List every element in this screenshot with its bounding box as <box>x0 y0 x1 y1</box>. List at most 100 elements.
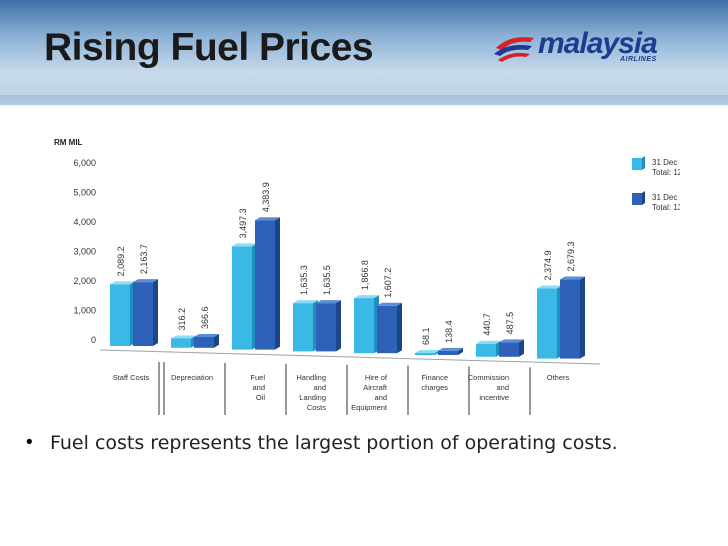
data-label: 366.6 <box>200 306 210 329</box>
y-tick-label: 2,000 <box>73 276 96 286</box>
bar-top <box>316 300 341 304</box>
bar <box>354 298 374 354</box>
data-label: 1,635.3 <box>299 265 309 295</box>
bar-side <box>580 276 585 359</box>
bar-top <box>171 335 196 339</box>
x-tick-label: Commission <box>468 373 509 382</box>
x-tick-label: Finance <box>421 373 448 382</box>
bar <box>194 336 214 348</box>
bar-top <box>415 349 440 353</box>
bar <box>415 352 435 355</box>
bar <box>110 284 130 346</box>
bar-side <box>214 333 219 348</box>
legend-label: 31 Dec 2009 <box>652 158 680 167</box>
bar <box>316 303 336 352</box>
y-tick-label: 4,000 <box>73 217 96 227</box>
bar-top <box>354 295 379 299</box>
bar <box>293 303 313 352</box>
x-tick-label: Depreciation <box>171 373 213 382</box>
data-label: 2,374.9 <box>543 251 553 281</box>
bar-side <box>336 300 341 352</box>
chart-baseline <box>99 349 601 365</box>
legend-swatch <box>632 158 642 170</box>
data-label: 4,383.9 <box>261 182 271 212</box>
bar-top <box>232 243 257 247</box>
x-tick-label: Oil <box>256 393 266 402</box>
bar-top <box>537 285 562 289</box>
x-tick-label: Handling <box>296 373 326 382</box>
bar <box>133 282 153 346</box>
x-tick-label: Costs <box>307 403 326 412</box>
legend-swatch <box>632 193 642 205</box>
header-fade <box>0 95 728 109</box>
bullet-symbol: • <box>26 432 33 453</box>
bar <box>560 279 580 359</box>
data-label: 316.2 <box>177 308 187 331</box>
data-label: 2,089.2 <box>116 246 126 276</box>
data-label: 2,163.7 <box>139 244 149 274</box>
legend-swatch-side <box>642 156 645 170</box>
x-tick-label: and <box>496 383 509 392</box>
bar-side <box>153 279 158 346</box>
x-tick-label: and <box>374 393 387 402</box>
bar-top <box>293 300 318 304</box>
x-tick-label: and <box>313 383 326 392</box>
bar <box>232 246 252 350</box>
x-tick-label: charges <box>421 383 448 392</box>
data-label: 138.4 <box>444 320 454 343</box>
data-label: 2,679.3 <box>566 242 576 272</box>
bar-top <box>476 340 501 344</box>
x-tick-label: Fuel <box>250 373 265 382</box>
logo-wordmark: malaysia <box>538 27 658 60</box>
bar-top <box>560 276 585 280</box>
x-tick-label: Landing <box>299 393 326 402</box>
bar-side <box>519 339 524 357</box>
bar <box>171 338 191 348</box>
bar-side <box>458 347 463 355</box>
bullet-text: Fuel costs represents the largest portio… <box>50 432 618 454</box>
bar <box>255 220 275 350</box>
y-tick-label: 1,000 <box>73 306 96 316</box>
x-tick-label: Equipment <box>351 403 388 412</box>
y-unit-label: RM MIL <box>54 138 83 147</box>
slide-title: Rising Fuel Prices <box>44 26 374 69</box>
bar-top <box>438 347 463 351</box>
y-tick-label: 0 <box>91 335 96 345</box>
legend-total: Total: 13,462.1 <box>652 203 680 212</box>
bar <box>499 342 519 357</box>
slide-header <box>0 0 728 105</box>
bar-side <box>397 302 402 354</box>
y-tick-label: 3,000 <box>73 247 96 257</box>
bar <box>438 350 458 355</box>
x-tick-label: Aircraft <box>363 383 388 392</box>
bar <box>476 343 496 357</box>
x-tick-label: Hire of <box>365 373 388 382</box>
data-label: 68.1 <box>421 327 431 345</box>
bar-top <box>377 302 402 306</box>
bar-top <box>194 333 219 337</box>
logo-subtext: AIRLINES <box>620 56 657 63</box>
operating-costs-bar-chart: RM MIL 6,000 5,000 4,000 3,000 2,000 1,000 0 2,0… <box>54 138 680 415</box>
legend-label: 31 Dec 2010 <box>652 193 680 202</box>
x-tick-label: Staff Costs <box>113 373 150 382</box>
bar-top <box>110 281 135 285</box>
data-label: 487.5 <box>505 312 515 335</box>
bar-top <box>255 217 280 221</box>
bar-top <box>133 279 158 283</box>
legend-swatch-side <box>642 191 645 205</box>
x-tick-label: Others <box>547 373 570 382</box>
data-label: 1,607.2 <box>383 268 393 298</box>
data-label: 1,635.5 <box>322 265 332 295</box>
x-tick-label: and <box>252 383 265 392</box>
bar-side <box>275 217 280 350</box>
data-label: 3,497.3 <box>238 208 248 238</box>
bar <box>537 288 557 359</box>
airline-logo-icon <box>494 37 534 62</box>
data-label: 1,866.8 <box>360 260 370 290</box>
bar-top <box>499 339 524 343</box>
bar <box>377 305 397 354</box>
data-label: 440.7 <box>482 313 492 336</box>
x-tick-label: incentive <box>479 393 509 402</box>
y-tick-label: 5,000 <box>73 188 96 198</box>
y-tick-label: 6,000 <box>73 158 96 168</box>
